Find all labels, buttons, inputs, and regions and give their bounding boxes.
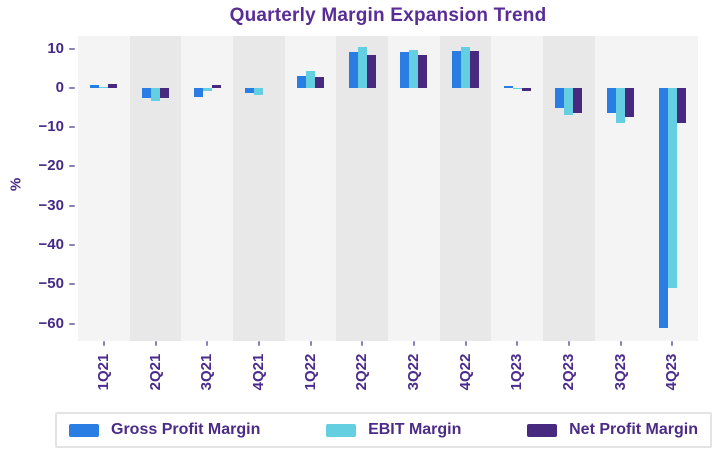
x-tick-mark — [361, 341, 364, 346]
x-tick-label: 3Q23 — [611, 353, 629, 391]
bar-net-profit-margin — [676, 87, 686, 124]
legend-entry: Net Profit Margin — [527, 421, 698, 439]
bar-ebit-margin — [254, 87, 264, 95]
x-tick-mark — [257, 341, 260, 346]
x-tick-label: 1Q21 — [94, 353, 112, 391]
bar-ebit-margin — [357, 47, 367, 88]
x-tick-label: 4Q23 — [663, 353, 681, 391]
bar-ebit-margin — [306, 71, 315, 88]
chart-title: Quarterly Margin Expansion Trend — [229, 5, 547, 26]
bar-gross-profit-margin — [142, 87, 151, 99]
y-tick-mark — [69, 204, 75, 207]
legend-entry: Gross Profit Margin — [69, 421, 260, 439]
bar-ebit-margin — [461, 46, 470, 88]
bar-gross-profit-margin — [348, 51, 358, 88]
x-tick-mark — [619, 341, 622, 346]
x-tick-label: 2Q22 — [353, 353, 371, 391]
x-tick-mark — [671, 341, 674, 346]
legend-entry: EBIT Margin — [326, 421, 461, 439]
bar-gross-profit-margin — [90, 85, 100, 88]
x-tick-label: 1Q23 — [508, 353, 526, 391]
y-tick-label: 10 — [47, 39, 64, 57]
y-tick-mark — [69, 283, 75, 286]
x-tick-mark — [206, 341, 209, 346]
bar-ebit-margin — [616, 87, 625, 124]
bar-ebit-margin — [512, 87, 522, 89]
bar-gross-profit-margin — [193, 87, 203, 97]
bar-gross-profit-margin — [607, 87, 616, 114]
x-tick-label: 1Q22 — [301, 353, 319, 391]
bar-gross-profit-margin — [245, 87, 255, 94]
x-tick-label: 4Q22 — [456, 353, 474, 391]
legend-label: Gross Profit Margin — [111, 421, 261, 438]
y-tick-label: −50 — [38, 275, 64, 293]
legend-label: Net Profit Margin — [569, 421, 698, 438]
category-band — [78, 36, 130, 341]
bar-net-profit-margin — [573, 87, 583, 114]
y-tick-mark — [69, 322, 75, 325]
y-tick-mark — [69, 244, 75, 247]
bar-gross-profit-margin — [452, 50, 461, 88]
bar-ebit-margin — [99, 87, 109, 89]
bar-net-profit-margin — [470, 50, 479, 88]
category-band — [491, 36, 543, 341]
bar-gross-profit-margin — [555, 87, 565, 109]
plot-area — [78, 36, 698, 341]
bar-net-profit-margin — [160, 87, 169, 99]
x-tick-label: 3Q21 — [198, 353, 216, 391]
x-tick-mark — [464, 341, 467, 346]
x-tick-mark — [309, 341, 312, 346]
legend: Gross Profit Margin EBIT Margin Net Profit… — [55, 412, 712, 448]
y-tick-mark — [69, 165, 75, 168]
y-tick-mark — [69, 47, 75, 50]
bar-gross-profit-margin — [400, 51, 410, 88]
category-band — [543, 36, 595, 341]
y-tick-mark — [69, 126, 75, 129]
category-band — [129, 36, 182, 341]
bar-net-profit-margin — [366, 54, 376, 88]
x-tick-label: 4Q21 — [249, 353, 267, 391]
legend-label: EBIT Margin — [368, 421, 462, 438]
bar-gross-profit-margin — [503, 85, 513, 88]
bar-ebit-margin — [202, 87, 212, 92]
legend-swatch — [69, 423, 99, 437]
y-tick-label: −60 — [38, 314, 64, 332]
bar-ebit-margin — [564, 87, 574, 115]
y-tick-label: 0 — [55, 78, 64, 96]
bar-net-profit-margin — [211, 84, 221, 88]
bar-net-profit-margin — [521, 87, 531, 92]
x-tick-label: 2Q23 — [559, 353, 577, 391]
category-band — [233, 36, 285, 341]
bar-net-profit-margin — [108, 83, 118, 88]
bar-net-profit-margin — [418, 54, 428, 88]
bar-net-profit-margin — [625, 87, 634, 117]
y-tick-label: −30 — [38, 196, 64, 214]
x-tick-label: 3Q22 — [404, 353, 422, 391]
x-tick-mark — [516, 341, 519, 346]
y-tick-label: −10 — [38, 118, 64, 136]
category-band — [594, 36, 647, 341]
y-tick-label: −40 — [38, 236, 64, 254]
x-tick-mark — [567, 341, 570, 346]
x-tick-mark — [412, 341, 415, 346]
bar-net-profit-margin — [315, 76, 324, 88]
bar-ebit-margin — [667, 87, 677, 288]
bar-ebit-margin — [151, 87, 160, 101]
x-tick-mark — [154, 341, 157, 346]
bar-ebit-margin — [409, 50, 419, 88]
bar-gross-profit-margin — [658, 87, 668, 328]
legend-swatch — [527, 423, 558, 437]
x-tick-mark — [102, 341, 105, 346]
x-tick-label: 2Q21 — [146, 353, 164, 391]
legend-swatch — [326, 423, 357, 437]
bar-gross-profit-margin — [297, 75, 306, 88]
y-tick-label: −20 — [38, 157, 64, 175]
category-band — [181, 36, 233, 341]
y-tick-mark — [69, 86, 75, 89]
